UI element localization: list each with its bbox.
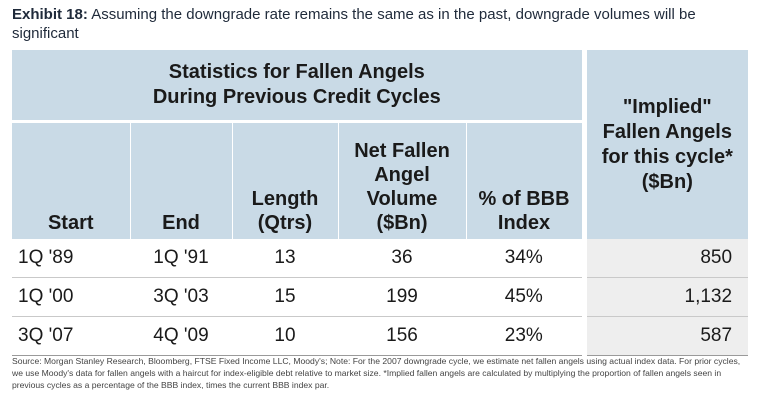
cell-pct-bbb: 34% — [466, 239, 585, 278]
cell-length: 15 — [232, 277, 338, 317]
cell-volume: 199 — [338, 277, 466, 317]
cell-start: 1Q '89 — [12, 239, 130, 278]
implied-header-line: Fallen Angels — [602, 120, 732, 143]
cell-implied: 1,132 — [581, 277, 749, 317]
cell-length: 13 — [232, 239, 338, 278]
group-header-line2: During Previous Credit Cycles — [152, 86, 441, 108]
implied-header-line: ($Bn) — [641, 170, 693, 193]
column-header-line: Angel — [374, 164, 430, 186]
cell-implied: 587 — [581, 316, 749, 356]
source-note: Source: Morgan Stanley Research, Bloombe… — [12, 356, 741, 390]
column-header-line: End — [162, 212, 200, 234]
column-header-line: Net Fallen — [354, 140, 450, 162]
cell-implied: 850 — [581, 239, 749, 278]
implied-header-line: for this cycle* — [601, 145, 733, 168]
table-row: 3Q '07 4Q '09 10 156 23% 587 — [12, 316, 749, 356]
table-row: 1Q '00 3Q '03 15 199 45% 1,132 — [12, 277, 749, 317]
cell-start: 1Q '00 — [12, 277, 130, 317]
table-row: 1Q '89 1Q '91 13 36 34% 850 — [12, 239, 749, 278]
column-header-line: ($Bn) — [376, 212, 428, 234]
column-header-line: Volume — [366, 188, 438, 210]
cell-volume: 156 — [338, 316, 466, 356]
implied-header: "Implied" Fallen Angels for this cycle* … — [581, 50, 749, 239]
exhibit-title: Exhibit 18: Assuming the downgrade rate … — [12, 5, 748, 43]
cell-start: 3Q '07 — [12, 316, 130, 356]
cell-length: 10 — [232, 316, 338, 356]
column-header-line: Length — [251, 188, 319, 210]
column-header-start: Start — [12, 121, 130, 239]
cell-volume: 36 — [338, 239, 466, 278]
column-header-length: Length (Qtrs) — [231, 121, 338, 239]
cell-end: 1Q '91 — [130, 239, 232, 278]
cell-pct-bbb: 45% — [466, 277, 585, 317]
column-header-line: % of BBB — [478, 188, 570, 210]
exhibit-title-text: Assuming the downgrade rate remains the … — [12, 6, 696, 42]
cell-end: 3Q '03 — [130, 277, 232, 317]
group-header: Statistics for Fallen Angels During Prev… — [12, 50, 585, 123]
fallen-angels-table: Statistics for Fallen Angels During Prev… — [12, 50, 749, 356]
implied-header-line: "Implied" — [622, 95, 712, 118]
column-header-volume: Net Fallen Angel Volume ($Bn) — [337, 121, 466, 239]
column-header-line: Start — [47, 212, 94, 234]
column-header-line: Index — [497, 212, 551, 234]
column-header-end: End — [129, 121, 232, 239]
group-header-line1: Statistics for Fallen Angels — [168, 61, 425, 83]
cell-end: 4Q '09 — [130, 316, 232, 356]
column-header-line: (Qtrs) — [257, 212, 313, 234]
exhibit-number: Exhibit 18: — [12, 6, 88, 23]
column-header-pct-bbb: % of BBB Index — [465, 121, 585, 239]
cell-pct-bbb: 23% — [466, 316, 585, 356]
